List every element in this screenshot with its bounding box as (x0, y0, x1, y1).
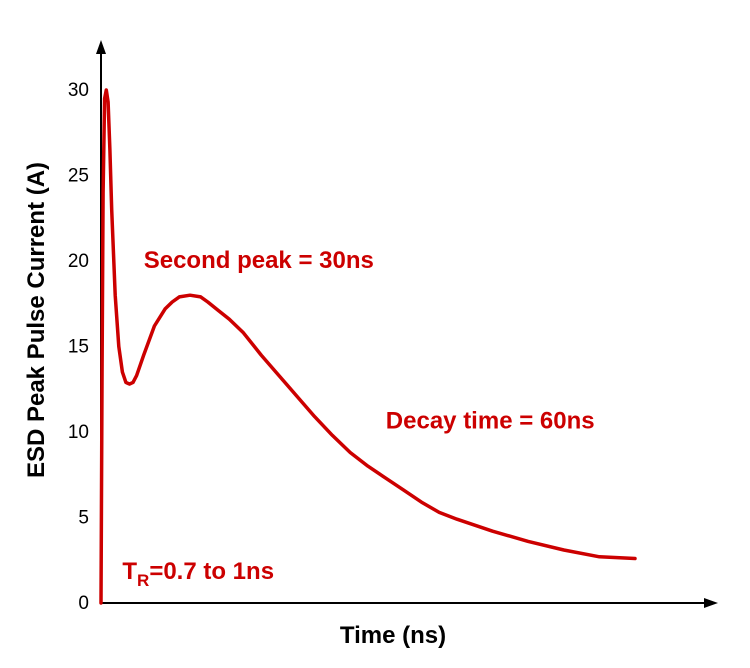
rise-time-symbol: T (122, 558, 137, 585)
y-tick-label: 0 (78, 593, 89, 614)
rise-time-value: =0.7 to 1ns (149, 558, 274, 585)
y-tick-label: 25 (68, 166, 89, 187)
y-axis-title: ESD Peak Pulse Current (A) (23, 162, 50, 478)
y-tick-labels: 0 5 10 15 20 25 30 (68, 80, 89, 614)
x-axis-arrowhead (704, 598, 718, 608)
y-axis-arrowhead (96, 40, 106, 54)
series-line (99, 88, 637, 605)
annotation-rise-time: TR=0.7 to 1ns (122, 558, 274, 590)
y-tick-label: 5 (78, 508, 89, 529)
annotations: Second peak = 30ns Decay time = 60ns TR=0.… (122, 247, 594, 590)
x-axis-title: Time (ns) (340, 622, 446, 649)
y-tick-label: 30 (68, 80, 89, 101)
annotation-decay: Decay time = 60ns (386, 408, 595, 435)
y-tick-label: 20 (68, 251, 89, 272)
annotation-second-peak: Second peak = 30ns (144, 247, 374, 274)
rise-time-subscript: R (137, 571, 149, 590)
axes (96, 40, 718, 608)
y-tick-label: 15 (68, 337, 89, 358)
y-tick-label: 10 (68, 422, 89, 443)
